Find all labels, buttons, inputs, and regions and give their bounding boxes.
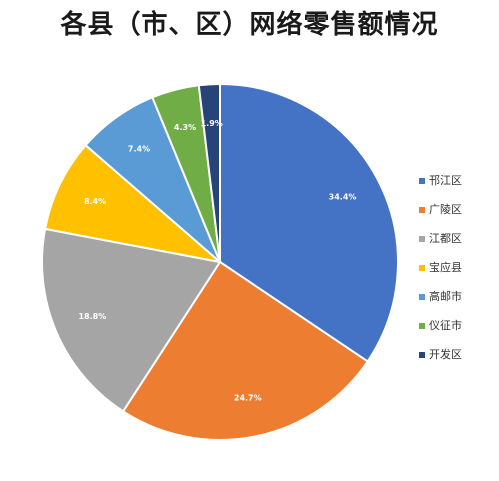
legend-label-7: 开发区 (429, 347, 462, 361)
legend-label-4: 宝应县 (429, 260, 462, 274)
legend-swatch-2 (419, 207, 425, 213)
legend-label-5: 高邮市 (429, 289, 462, 303)
data-label-1: 34.4% (329, 192, 357, 201)
legend-swatch-7 (419, 352, 425, 358)
legend-swatch-3 (419, 236, 425, 242)
legend-label-3: 江都区 (429, 232, 462, 245)
legend-swatch-5 (419, 294, 425, 300)
data-label-2: 24.7% (234, 394, 262, 403)
pie-slice-4 (43, 143, 224, 264)
pie-slice-3 (41, 227, 222, 413)
legend-label-6: 仪征市 (429, 318, 462, 332)
chart-title: 各县（市、区）网络零售额情况 (60, 10, 439, 40)
pie-slice-1 (219, 82, 399, 363)
legend-swatch-4 (419, 265, 425, 271)
data-label-4: 8.4% (84, 197, 106, 206)
data-label-7: 1.9% (201, 119, 223, 128)
pie-slice-7 (197, 82, 221, 263)
data-label-5: 7.4% (128, 145, 150, 154)
pie-slice-2 (121, 260, 370, 441)
data-label-3: 18.8% (78, 312, 106, 321)
data-label-6: 4.3% (174, 123, 196, 132)
legend-label-1: 邗江区 (429, 174, 462, 187)
legend-swatch-1 (419, 178, 425, 184)
legend-swatch-6 (419, 323, 425, 329)
legend-label-2: 广陵区 (429, 203, 462, 216)
